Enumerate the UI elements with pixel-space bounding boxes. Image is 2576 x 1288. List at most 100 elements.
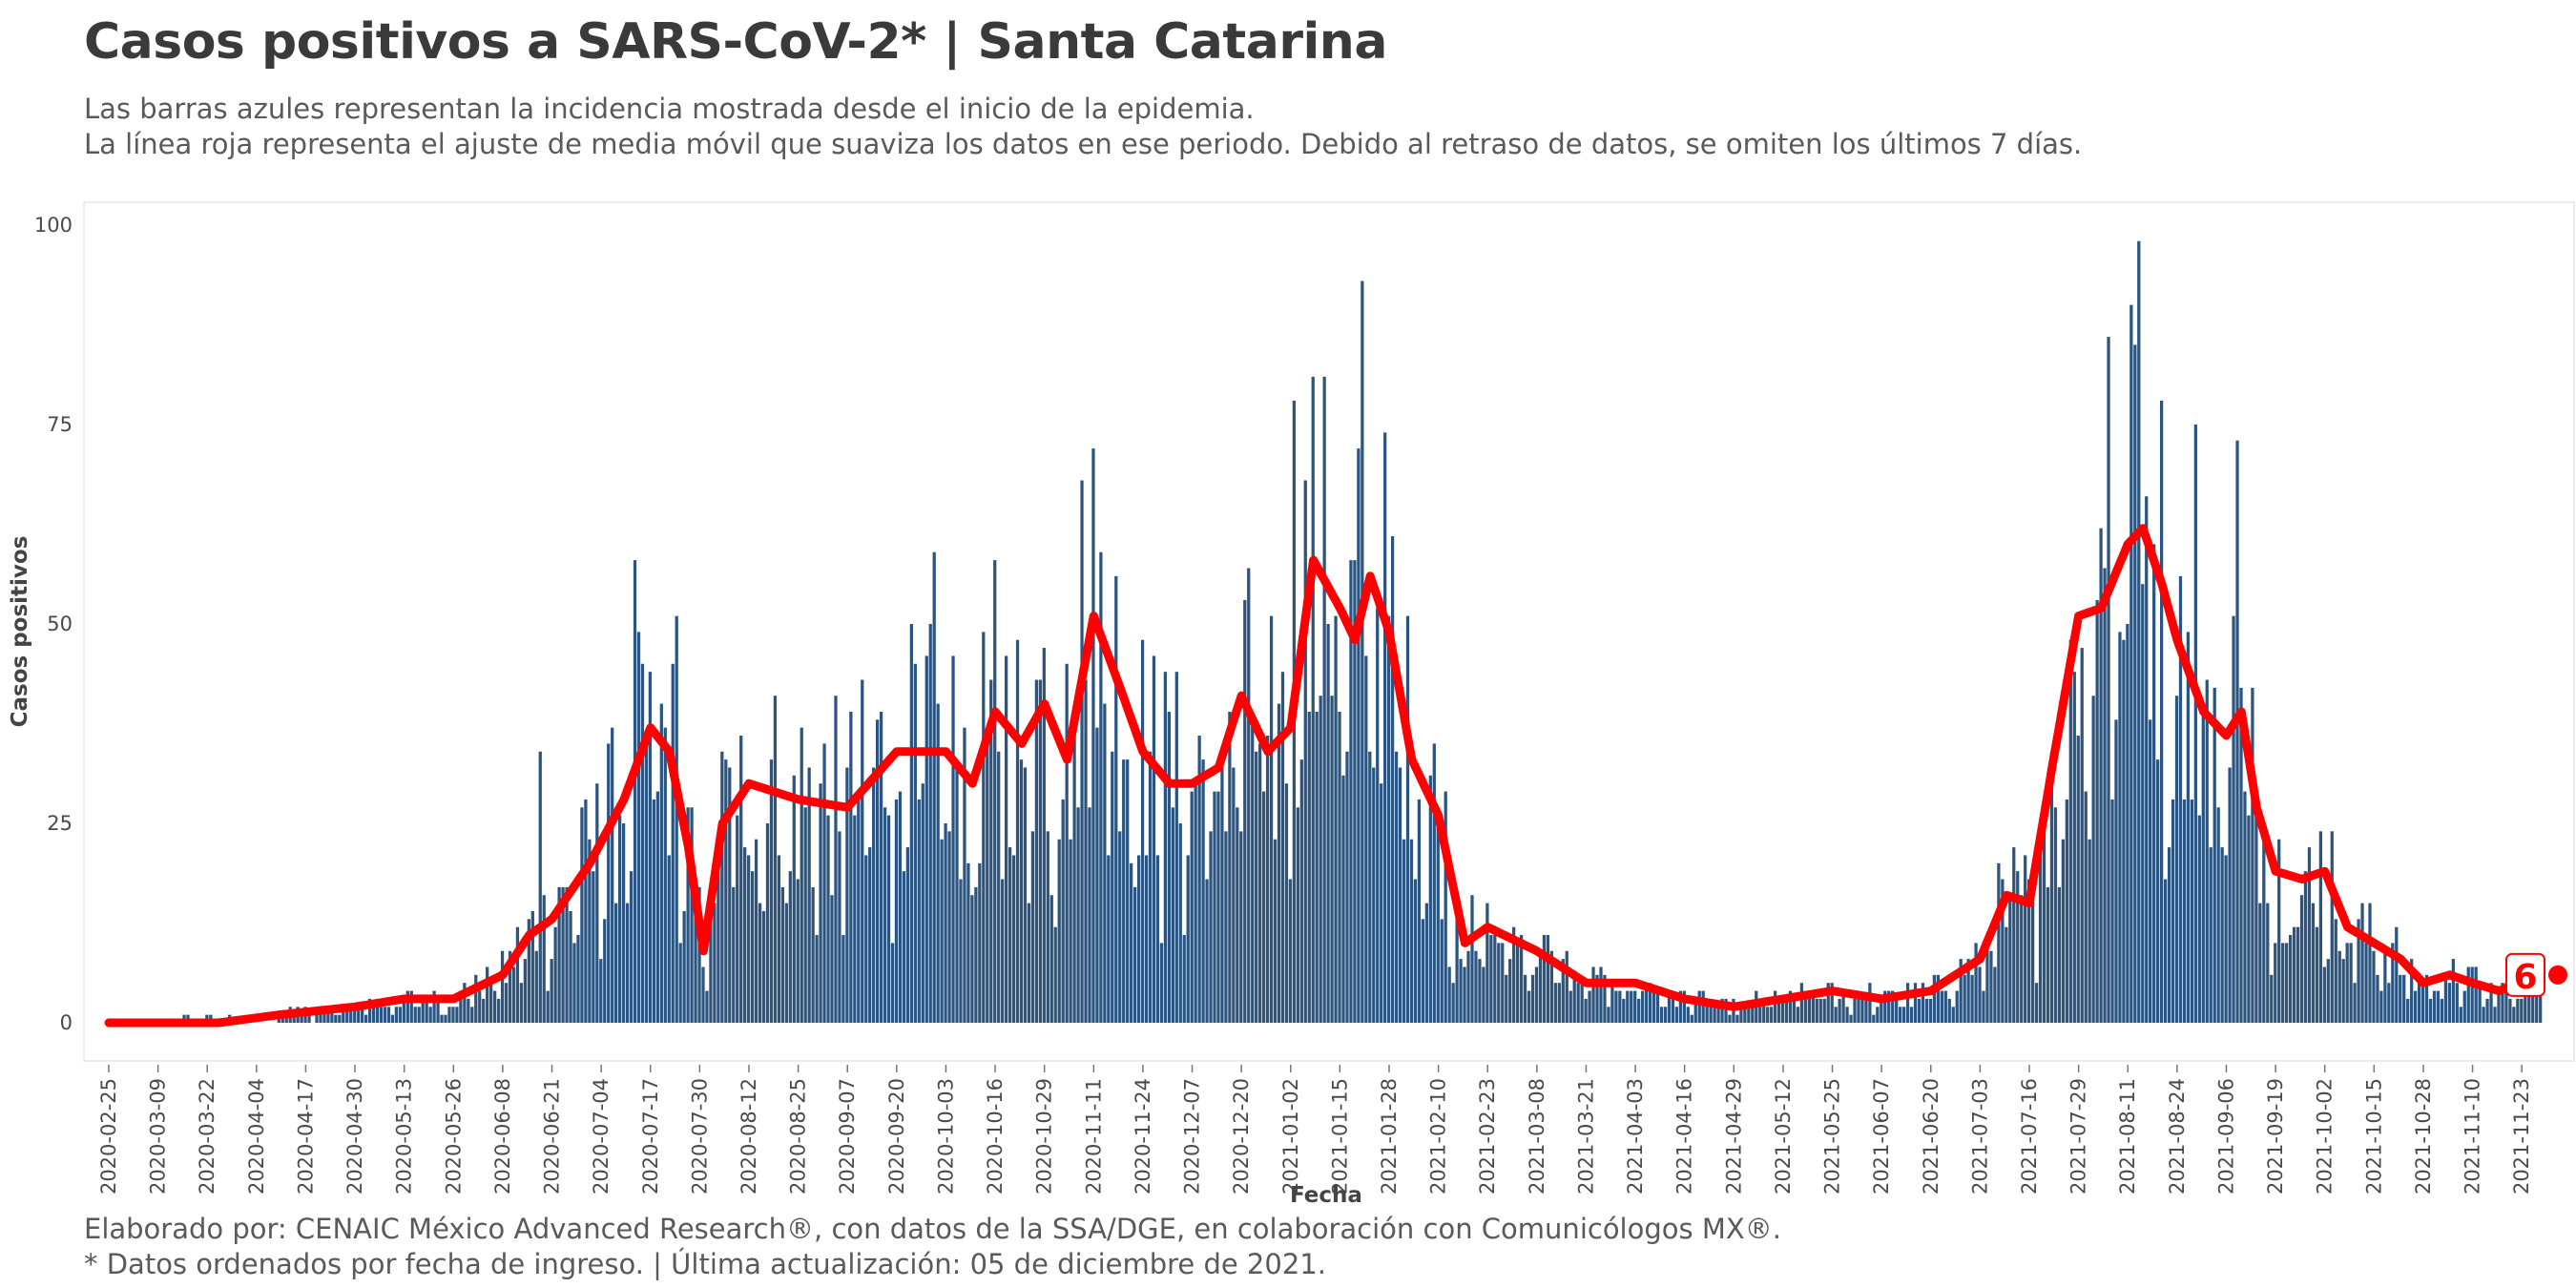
daily-cases-bar (2099, 528, 2103, 1023)
daily-cases-bar (792, 775, 796, 1023)
daily-cases-bar (2497, 990, 2501, 1023)
daily-cases-bar (1959, 959, 1963, 1023)
daily-cases-bar (758, 903, 762, 1023)
daily-cases-bar (1849, 1014, 1853, 1023)
chart-subtitle: Las barras azules representan la inciden… (84, 92, 2082, 162)
daily-cases-bar (1277, 703, 1281, 1023)
daily-cases-bar (1432, 743, 1436, 1023)
daily-cases-bar (584, 799, 588, 1023)
daily-cases-bar (1618, 990, 1622, 1023)
daily-cases-bar (1913, 983, 1918, 1023)
x-tick-label: 2020-08-12 (737, 1078, 760, 1195)
daily-cases-bar (2193, 425, 2197, 1023)
x-tick-label: 2021-01-15 (1328, 1078, 1351, 1195)
daily-cases-bar (747, 855, 751, 1023)
daily-cases-bar (1924, 998, 1929, 1023)
x-tick-label: 2021-01-02 (1279, 1078, 1302, 1195)
daily-cases-bar (1440, 919, 1444, 1023)
daily-cases-bar (1799, 983, 1804, 1023)
daily-cases-bar (467, 998, 470, 1023)
daily-cases-bar (750, 871, 755, 1023)
daily-cases-bar (2209, 847, 2212, 1023)
daily-cases-bar (1776, 998, 1781, 1023)
daily-cases-bar (390, 1014, 395, 1023)
daily-cases-bar (2145, 496, 2149, 1023)
daily-cases-bar (2395, 926, 2399, 1023)
daily-cases-bar (1860, 998, 1864, 1023)
daily-cases-bar (2091, 696, 2095, 1023)
daily-cases-bar (629, 871, 634, 1023)
daily-cases-bar (580, 807, 584, 1023)
daily-cases-bar (2428, 998, 2433, 1023)
daily-cases-bar (625, 903, 630, 1023)
daily-cases-bar (720, 751, 724, 1023)
daily-cases-bar (1774, 990, 1777, 1023)
daily-cases-bar (2296, 926, 2300, 1023)
daily-cases-bar (1982, 990, 1985, 1023)
daily-cases-bar (1940, 990, 1943, 1023)
daily-cases-bar (595, 783, 599, 1023)
daily-cases-bar (1330, 696, 1334, 1023)
daily-cases-bar (1303, 480, 1307, 1023)
daily-cases-bar (592, 871, 595, 1023)
daily-cases-bar (1364, 655, 1368, 1023)
daily-cases-bar (1194, 783, 1197, 1023)
daily-cases-bar (1251, 719, 1255, 1023)
daily-cases-bar (542, 895, 546, 1023)
daily-cases-bar (2243, 791, 2247, 1023)
daily-cases-bar (902, 871, 906, 1023)
daily-cases-bar (2334, 919, 2337, 1023)
x-tick-label: 2020-05-13 (393, 1078, 416, 1195)
daily-cases-bar (2470, 966, 2474, 1023)
daily-cases-bar (701, 966, 705, 1023)
x-tick-label: 2021-07-16 (2018, 1078, 2041, 1195)
daily-cases-bar (394, 1007, 399, 1023)
daily-cases-bar (1444, 791, 1447, 1023)
daily-cases-bar (2171, 799, 2175, 1023)
daily-cases-bar (1265, 736, 1270, 1023)
daily-cases-bar (1243, 599, 1247, 1023)
daily-cases-bar (671, 663, 675, 1023)
daily-cases-bar (1978, 966, 1982, 1023)
daily-cases-bar (1140, 639, 1145, 1023)
daily-cases-bar (1261, 791, 1266, 1023)
daily-cases-bar (936, 703, 940, 1023)
x-tick-label: 2020-06-08 (491, 1078, 514, 1195)
daily-cases-bar (2383, 950, 2387, 1023)
daily-cases-bar (736, 815, 739, 1023)
daily-cases-bar (2027, 879, 2031, 1023)
x-tick-label: 2021-02-23 (1476, 1078, 1499, 1195)
daily-cases-bar (1046, 831, 1049, 1023)
x-tick-label: 2020-11-11 (1082, 1078, 1105, 1195)
daily-cases-bar (2159, 400, 2164, 1023)
daily-cases-bar (1126, 759, 1130, 1023)
daily-cases-bar (1557, 983, 1561, 1023)
daily-cases-bar (489, 983, 493, 1023)
daily-cases-bar (1447, 966, 1451, 1023)
daily-cases-bar (1463, 966, 1466, 1023)
daily-cases-bar (2410, 959, 2414, 1023)
daily-cases-bar (1057, 839, 1061, 1023)
daily-cases-bar (1603, 974, 1607, 1023)
daily-cases-bar (538, 751, 542, 1023)
daily-cases-bar (2005, 926, 2008, 1023)
daily-cases-bar (1505, 974, 1508, 1023)
daily-cases-bar (1561, 959, 1565, 1023)
daily-cases-bar (2042, 807, 2046, 1023)
daily-cases-bar (1224, 831, 1228, 1023)
x-tick-label: 2020-03-09 (147, 1078, 170, 1195)
daily-cases-bar (932, 551, 936, 1023)
daily-cases-bar (1610, 983, 1614, 1023)
daily-cases-bar (2024, 855, 2027, 1023)
daily-cases-bar (2349, 943, 2353, 1023)
daily-cases-bar (1762, 998, 1766, 1023)
daily-cases-bar (2326, 959, 2330, 1023)
daily-cases-bar (1546, 935, 1550, 1023)
daily-cases-bar (1516, 943, 1520, 1023)
daily-cases-bar (2197, 815, 2201, 1023)
daily-cases-bar (379, 1007, 384, 1023)
daily-cases-bar (1614, 990, 1618, 1023)
daily-cases-bar (807, 767, 811, 1023)
daily-cases-bar (1917, 998, 1922, 1023)
last-value-text: 6 (2513, 958, 2537, 997)
